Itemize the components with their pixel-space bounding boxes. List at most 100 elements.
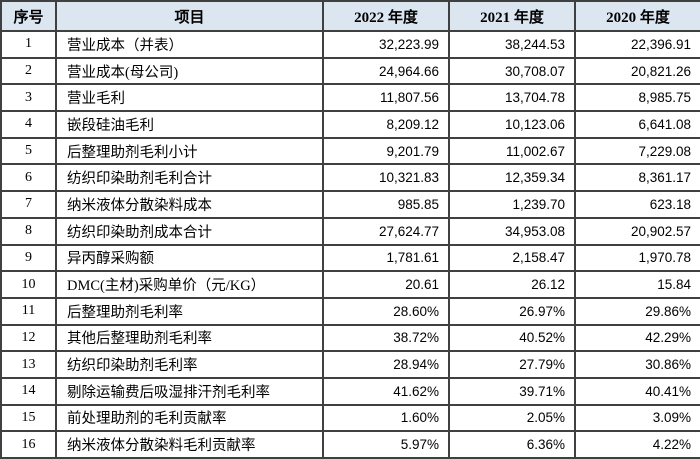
value-2021-cell: 38,244.53 [448, 30, 576, 59]
item-name-cell: 嵌段硅油毛利 [55, 110, 324, 139]
table-header-row: 序号 项目 2022 年度 2021 年度 2020 年度 [0, 0, 700, 32]
value-2020-cell: 30.86% [574, 350, 700, 379]
row-number-cell: 13 [0, 350, 57, 379]
row-number-cell: 7 [0, 190, 57, 219]
value-2022-cell: 28.60% [322, 296, 450, 326]
table-row: 16 纳米液体分散染料毛利贡献率 5.97% 6.36% 4.22% [0, 430, 700, 459]
value-2020-cell: 6,641.08 [574, 110, 700, 139]
table-row: 10 DMC(主材)采购单价（元/KG） 20.61 26.12 15.84 [0, 270, 700, 299]
item-name-cell: 纺织印染助剂成本合计 [55, 216, 324, 246]
item-name-cell: 纳米液体分散染料成本 [55, 190, 324, 219]
value-2020-cell: 3.09% [574, 403, 700, 433]
value-2022-cell: 9,201.79 [322, 136, 450, 166]
value-2022-cell: 27,624.77 [322, 216, 450, 246]
value-2022-cell: 24,964.66 [322, 56, 450, 86]
value-2021-cell: 12,359.34 [448, 163, 576, 193]
item-name-cell: 纳米液体分散染料毛利贡献率 [55, 430, 324, 459]
value-2021-cell: 11,002.67 [448, 136, 576, 166]
value-2021-cell: 2,158.47 [448, 243, 576, 273]
row-number-cell: 8 [0, 216, 57, 246]
value-2022-cell: 1,781.61 [322, 243, 450, 273]
value-2022-cell: 20.61 [322, 270, 450, 299]
column-header-2021: 2021 年度 [448, 0, 576, 32]
value-2020-cell: 15.84 [574, 270, 700, 299]
value-2022-cell: 1.60% [322, 403, 450, 433]
row-number-cell: 3 [0, 83, 57, 113]
value-2021-cell: 34,953.08 [448, 216, 576, 246]
value-2020-cell: 4.22% [574, 430, 700, 459]
item-name-cell: 前处理助剂的毛利贡献率 [55, 403, 324, 433]
item-name-cell: 营业毛利 [55, 83, 324, 113]
value-2020-cell: 40.41% [574, 376, 700, 406]
column-header-item: 项目 [55, 0, 324, 32]
value-2022-cell: 38.72% [322, 323, 450, 353]
item-name-cell: DMC(主材)采购单价（元/KG） [55, 270, 324, 299]
value-2021-cell: 13,704.78 [448, 83, 576, 113]
value-2020-cell: 623.18 [574, 190, 700, 219]
table-row: 6 纺织印染助剂毛利合计 10,321.83 12,359.34 8,361.17 [0, 163, 700, 193]
value-2022-cell: 28.94% [322, 350, 450, 379]
value-2020-cell: 8,985.75 [574, 83, 700, 113]
column-header-seq-no: 序号 [0, 0, 57, 32]
table-row: 3 营业毛利 11,807.56 13,704.78 8,985.75 [0, 83, 700, 113]
row-number-cell: 4 [0, 110, 57, 139]
item-name-cell: 营业成本（并表） [55, 30, 324, 59]
table-row: 11 后整理助剂毛利率 28.60% 26.97% 29.86% [0, 296, 700, 326]
row-number-cell: 14 [0, 376, 57, 406]
table-row: 13 纺织印染助剂毛利率 28.94% 27.79% 30.86% [0, 350, 700, 379]
table-row: 7 纳米液体分散染料成本 985.85 1,239.70 623.18 [0, 190, 700, 219]
row-number-cell: 10 [0, 270, 57, 299]
row-number-cell: 1 [0, 30, 57, 59]
item-name-cell: 剔除运输费后吸湿排汗剂毛利率 [55, 376, 324, 406]
row-number-cell: 6 [0, 163, 57, 193]
row-number-cell: 5 [0, 136, 57, 166]
value-2021-cell: 26.97% [448, 296, 576, 326]
value-2020-cell: 7,229.08 [574, 136, 700, 166]
value-2020-cell: 20,821.26 [574, 56, 700, 86]
value-2020-cell: 42.29% [574, 323, 700, 353]
table-row: 15 前处理助剂的毛利贡献率 1.60% 2.05% 3.09% [0, 403, 700, 433]
value-2022-cell: 985.85 [322, 190, 450, 219]
value-2022-cell: 10,321.83 [322, 163, 450, 193]
item-name-cell: 异丙醇采购额 [55, 243, 324, 273]
table-row: 5 后整理助剂毛利小计 9,201.79 11,002.67 7,229.08 [0, 136, 700, 166]
value-2020-cell: 1,970.78 [574, 243, 700, 273]
value-2022-cell: 41.62% [322, 376, 450, 406]
item-name-cell: 后整理助剂毛利率 [55, 296, 324, 326]
item-name-cell: 后整理助剂毛利小计 [55, 136, 324, 166]
value-2021-cell: 2.05% [448, 403, 576, 433]
value-2021-cell: 26.12 [448, 270, 576, 299]
value-2021-cell: 30,708.07 [448, 56, 576, 86]
table-row: 4 嵌段硅油毛利 8,209.12 10,123.06 6,641.08 [0, 110, 700, 139]
row-number-cell: 2 [0, 56, 57, 86]
item-name-cell: 纺织印染助剂毛利合计 [55, 163, 324, 193]
table-row: 9 异丙醇采购额 1,781.61 2,158.47 1,970.78 [0, 243, 700, 273]
value-2021-cell: 6.36% [448, 430, 576, 459]
value-2022-cell: 5.97% [322, 430, 450, 459]
value-2021-cell: 1,239.70 [448, 190, 576, 219]
value-2021-cell: 10,123.06 [448, 110, 576, 139]
item-name-cell: 营业成本(母公司) [55, 56, 324, 86]
value-2020-cell: 8,361.17 [574, 163, 700, 193]
item-name-cell: 其他后整理助剂毛利率 [55, 323, 324, 353]
table-row: 12 其他后整理助剂毛利率 38.72% 40.52% 42.29% [0, 323, 700, 353]
table-row: 1 营业成本（并表） 32,223.99 38,244.53 22,396.91 [0, 30, 700, 59]
column-header-2020: 2020 年度 [574, 0, 700, 32]
column-header-2022: 2022 年度 [322, 0, 450, 32]
row-number-cell: 16 [0, 430, 57, 459]
table-row: 8 纺织印染助剂成本合计 27,624.77 34,953.08 20,902.57 [0, 216, 700, 246]
value-2022-cell: 32,223.99 [322, 30, 450, 59]
value-2020-cell: 29.86% [574, 296, 700, 326]
value-2021-cell: 40.52% [448, 323, 576, 353]
item-name-cell: 纺织印染助剂毛利率 [55, 350, 324, 379]
row-number-cell: 12 [0, 323, 57, 353]
row-number-cell: 11 [0, 296, 57, 326]
value-2021-cell: 39.71% [448, 376, 576, 406]
table-row: 14 剔除运输费后吸湿排汗剂毛利率 41.62% 39.71% 40.41% [0, 376, 700, 406]
value-2022-cell: 8,209.12 [322, 110, 450, 139]
row-number-cell: 9 [0, 243, 57, 273]
table-body: 1 营业成本（并表） 32,223.99 38,244.53 22,396.91 2 营业成… [0, 30, 700, 459]
value-2020-cell: 20,902.57 [574, 216, 700, 246]
row-number-cell: 15 [0, 403, 57, 433]
